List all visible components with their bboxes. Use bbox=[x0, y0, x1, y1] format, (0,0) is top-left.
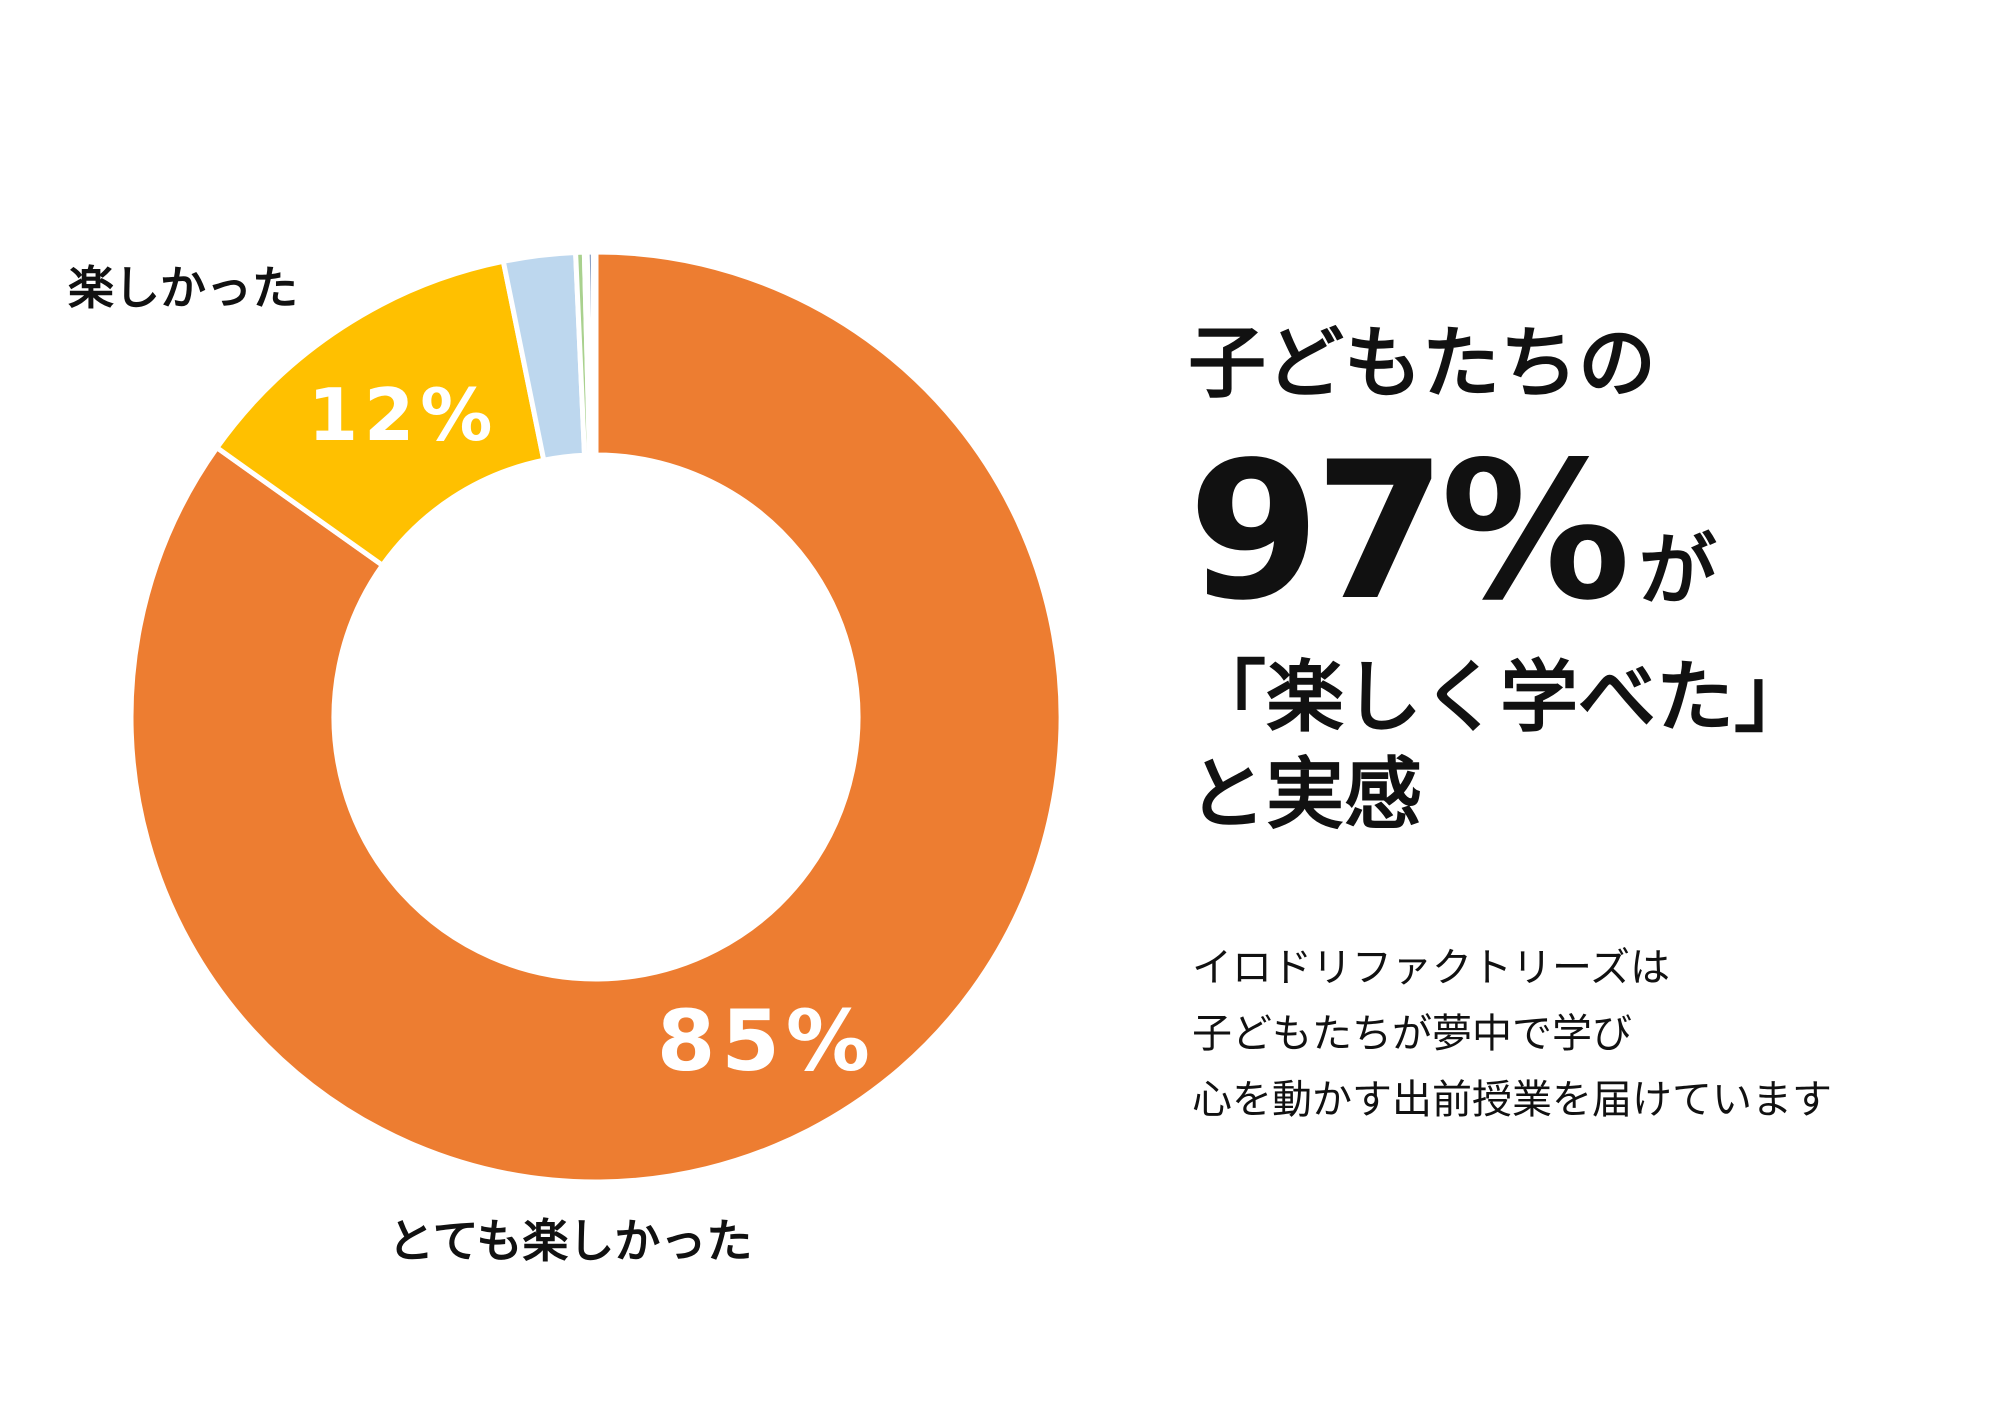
description-line1: イロドリファクトリーズは bbox=[1192, 945, 1670, 991]
donut-slice-0 bbox=[128, 249, 1064, 1185]
donut-slice-6 bbox=[590, 249, 599, 458]
headline-line3: 「楽しく学べた」 bbox=[1188, 652, 1813, 743]
headline-line1: 子どもたちの bbox=[1188, 319, 1657, 409]
headline-line2: 97% が bbox=[1188, 418, 1812, 646]
headline-percent: 97% bbox=[1188, 420, 1631, 642]
donut-slice-1 bbox=[213, 258, 547, 569]
donut-slices bbox=[128, 249, 1064, 1185]
label-very-fun: とても楽しかった bbox=[388, 1214, 753, 1268]
label-fun: 楽しかった bbox=[68, 261, 298, 315]
description-line2: 子どもたちが夢中で学び bbox=[1192, 1011, 1632, 1057]
description: イロドリファクトリーズは 子どもたちが夢中で学び 心を動かす出前授業を届けていま… bbox=[1192, 935, 1832, 1133]
headline-line4: と実感 bbox=[1188, 750, 1423, 841]
slice-value-label-0: 85% bbox=[657, 992, 876, 1090]
donut-slice-labels: 85% 12% bbox=[308, 373, 876, 1090]
headline-particle: が bbox=[1638, 525, 1717, 616]
headline: 子どもたちの 97% が 「楽しく学べた」 と実感 bbox=[1188, 318, 1812, 843]
donut-chart: 85% 12% bbox=[128, 249, 1064, 1185]
slice-value-label-1: 12% bbox=[308, 373, 498, 457]
description-line3: 心を動かす出前授業を届けています bbox=[1192, 1077, 1832, 1123]
